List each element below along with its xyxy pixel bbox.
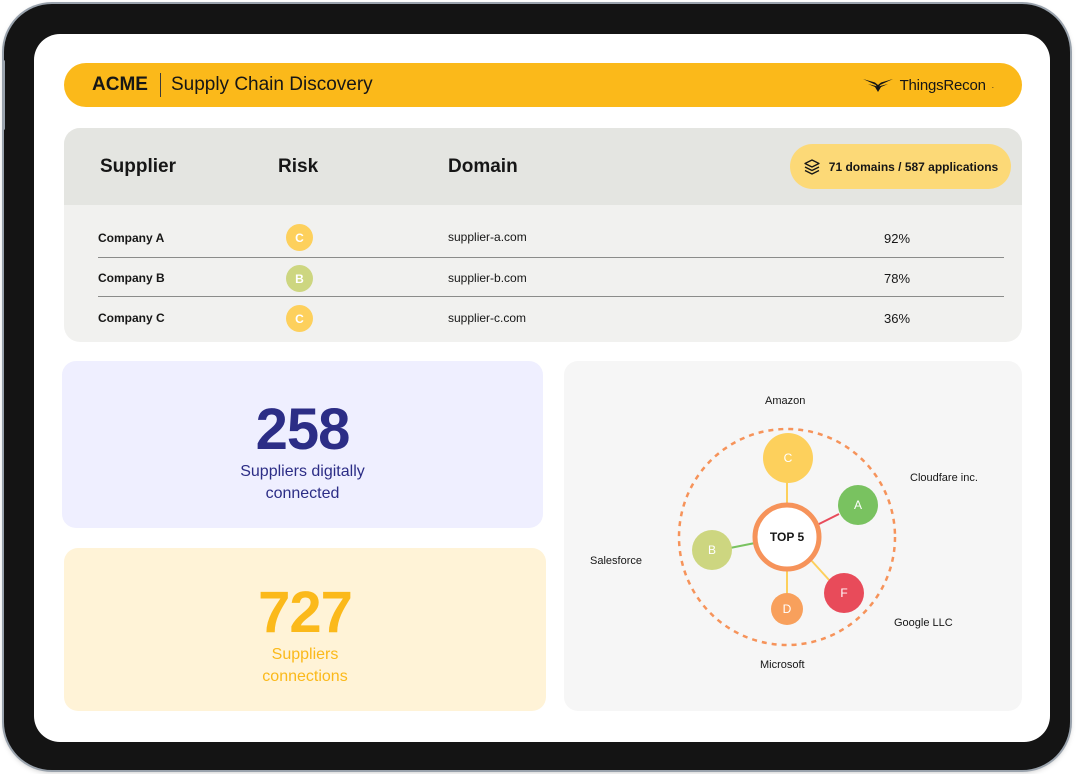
column-header-risk[interactable]: Risk <box>278 156 319 177</box>
supplier-percent: 78% <box>884 271 911 286</box>
table-row[interactable]: Company B B supplier-b.com 78% <box>64 257 1022 297</box>
node-f[interactable] <box>824 573 864 613</box>
node-d-letter: D <box>783 602 792 616</box>
label-google: Google LLC <box>894 617 953 629</box>
supplier-percent: 92% <box>884 231 911 246</box>
table-header: Supplier Risk Domain 71 domains / 587 ap… <box>64 128 1022 205</box>
supplier-connections-count: 727 <box>258 580 353 645</box>
wings-icon <box>862 79 893 92</box>
risk-badge: C <box>286 305 313 332</box>
tablet-frame: ACME Supply Chain Discovery ThingsRecon … <box>4 4 1070 770</box>
summary-badge[interactable]: 71 domains / 587 applications <box>790 144 1011 189</box>
supplier-connections-label: Suppliers connections <box>262 646 348 685</box>
table-row[interactable]: Company C C supplier-c.com 36% <box>64 297 1022 337</box>
link-f <box>809 558 831 582</box>
column-header-supplier[interactable]: Supplier <box>100 156 177 177</box>
node-c[interactable] <box>763 433 813 483</box>
supplier-name: Company B <box>98 271 165 285</box>
link-a <box>816 513 840 526</box>
top5-network-card: TOP 5 C A B F D Amazon Cloudfare inc. Sa… <box>564 361 1022 711</box>
link-b <box>729 542 756 549</box>
label-amazon: Amazon <box>765 395 806 407</box>
supplier-name: Company A <box>98 231 165 245</box>
volume-button <box>2 60 5 130</box>
digital-suppliers-count: 258 <box>255 397 351 462</box>
node-b[interactable] <box>692 530 732 570</box>
table-row[interactable]: Company A C supplier-a.com 92% <box>64 218 1022 258</box>
node-a-letter: A <box>854 498 862 512</box>
label-microsoft: Microsoft <box>760 659 805 671</box>
logo-suffix: . <box>991 80 994 90</box>
column-header-domain[interactable]: Domain <box>448 156 518 177</box>
center-node[interactable] <box>752 502 822 572</box>
app-header: ACME Supply Chain Discovery ThingsRecon … <box>64 63 1022 107</box>
supplier-table: Supplier Risk Domain 71 domains / 587 ap… <box>64 128 1022 342</box>
center-label: TOP 5 <box>770 530 805 544</box>
node-c-letter: C <box>784 451 793 465</box>
node-b-letter: B <box>708 543 716 557</box>
outer-ring <box>677 427 897 647</box>
network-diagram: TOP 5 C A B F D <box>677 427 897 647</box>
logo-text: ThingsRecon <box>899 76 986 94</box>
label-salesforce: Salesforce <box>590 555 642 567</box>
supplier-name: Company C <box>98 311 165 325</box>
risk-badge: B <box>286 265 313 292</box>
supplier-domain[interactable]: supplier-b.com <box>448 271 527 285</box>
node-a[interactable] <box>838 485 878 525</box>
digital-suppliers-label: Suppliers digitally connected <box>240 463 365 502</box>
supplier-domain[interactable]: supplier-c.com <box>448 311 527 325</box>
risk-badge: C <box>286 224 313 251</box>
node-d[interactable] <box>771 593 803 625</box>
label-cloudfare: Cloudfare inc. <box>910 472 978 484</box>
header-divider <box>159 73 161 97</box>
company-name: ACME <box>92 74 148 95</box>
supplier-domain[interactable]: supplier-a.com <box>448 230 527 244</box>
node-f-letter: F <box>840 586 847 600</box>
supplier-connections-card: 727 Suppliers connections <box>64 548 546 711</box>
page-title: Supply Chain Discovery <box>170 74 373 95</box>
summary-text: 71 domains / 587 applications <box>828 159 999 174</box>
thingsrecon-logo[interactable]: ThingsRecon . <box>862 76 994 94</box>
supplier-percent: 36% <box>884 311 911 326</box>
row-divider <box>98 257 1004 258</box>
digital-suppliers-card: 258 Suppliers digitally connected <box>62 361 543 528</box>
layers-icon <box>804 158 820 175</box>
row-divider <box>98 296 1004 297</box>
dashboard-screen: ACME Supply Chain Discovery ThingsRecon … <box>34 34 1050 742</box>
